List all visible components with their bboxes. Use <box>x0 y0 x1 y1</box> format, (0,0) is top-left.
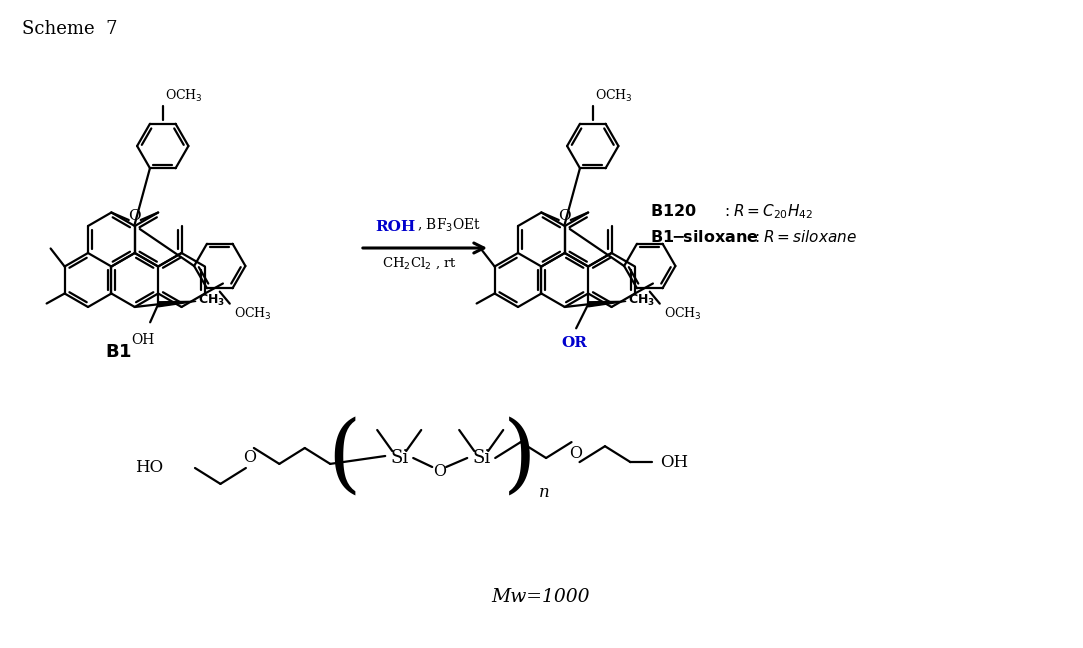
Text: $\mathbf{CH_3}$: $\mathbf{CH_3}$ <box>628 293 655 308</box>
Text: OCH$_3$: OCH$_3$ <box>664 306 702 322</box>
Text: $\mathbf{CH_3}$: $\mathbf{CH_3}$ <box>198 293 225 308</box>
Text: ): ) <box>503 417 536 500</box>
Text: O: O <box>433 463 446 480</box>
Text: $\mathbf{B1}$: $\mathbf{B1}$ <box>105 343 131 361</box>
Text: O: O <box>569 445 582 461</box>
Text: CH$_2$Cl$_2$ , rt: CH$_2$Cl$_2$ , rt <box>382 256 457 272</box>
Text: OCH$_3$: OCH$_3$ <box>234 306 272 322</box>
Text: (: ( <box>327 417 361 500</box>
Text: $\mathbf{B120}$: $\mathbf{B120}$ <box>650 202 696 220</box>
Text: OH: OH <box>661 454 689 470</box>
Text: OCH$_3$: OCH$_3$ <box>165 88 203 104</box>
Text: OCH$_3$: OCH$_3$ <box>595 88 632 104</box>
Text: Si: Si <box>390 449 408 467</box>
Text: , BF$_3$OEt: , BF$_3$OEt <box>417 216 481 234</box>
Text: O: O <box>129 209 141 223</box>
Text: Scheme  7: Scheme 7 <box>22 20 117 38</box>
Text: O: O <box>244 448 257 465</box>
Text: ROH: ROH <box>375 220 415 234</box>
Text: $: R= C_{20}H_{42}$: $: R= C_{20}H_{42}$ <box>721 202 812 221</box>
Text: $: R= siloxane$: $: R= siloxane$ <box>752 229 857 244</box>
Polygon shape <box>588 301 626 307</box>
Text: HO: HO <box>135 459 164 476</box>
Text: $\mathbf{B1\!\!-\!\!siloxane}$: $\mathbf{B1\!\!-\!\!siloxane}$ <box>650 229 758 246</box>
Text: Si: Si <box>472 449 491 467</box>
Text: n: n <box>539 484 550 501</box>
Text: O: O <box>559 209 571 223</box>
Text: OH: OH <box>131 333 155 347</box>
Polygon shape <box>158 301 196 307</box>
Text: OR: OR <box>561 336 587 351</box>
Text: Mw=1000: Mw=1000 <box>492 588 590 606</box>
